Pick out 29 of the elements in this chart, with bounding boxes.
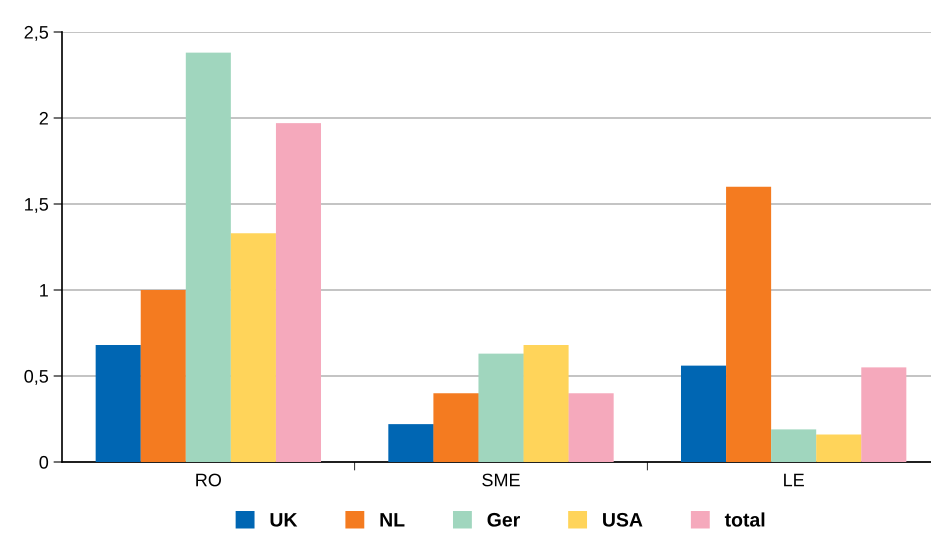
- bar: [388, 424, 434, 462]
- y-tick-label: 1: [40, 284, 48, 297]
- bar: [230, 233, 276, 462]
- bar: [771, 429, 816, 462]
- bar: [478, 354, 524, 462]
- legend-label: Ger: [488, 512, 520, 527]
- x-tick-label: LE: [784, 474, 804, 486]
- bar: [726, 186, 772, 462]
- y-tick-label: 1,5: [25, 198, 48, 213]
- bar: [96, 345, 141, 462]
- bar: [861, 367, 906, 462]
- bar: [680, 366, 726, 462]
- bar: [568, 393, 614, 462]
- legend-label: USA: [603, 512, 642, 527]
- bar: [524, 345, 569, 462]
- legend-label: NL: [380, 513, 404, 526]
- y-tick-label: 2,5: [24, 26, 48, 41]
- y-tick-label: 2: [40, 112, 48, 125]
- legend-label: total: [724, 512, 764, 527]
- y-tick-label: 0: [39, 456, 48, 469]
- bar: [816, 434, 862, 462]
- bar: [276, 123, 322, 462]
- bar: [186, 52, 231, 462]
- bar: [433, 393, 478, 462]
- bar: [140, 290, 186, 462]
- y-tick-label: 0,5: [24, 370, 48, 385]
- legend-label: UK: [270, 513, 298, 527]
- x-tick-label: RO: [196, 474, 222, 486]
- x-tick-label: SME: [482, 474, 520, 486]
